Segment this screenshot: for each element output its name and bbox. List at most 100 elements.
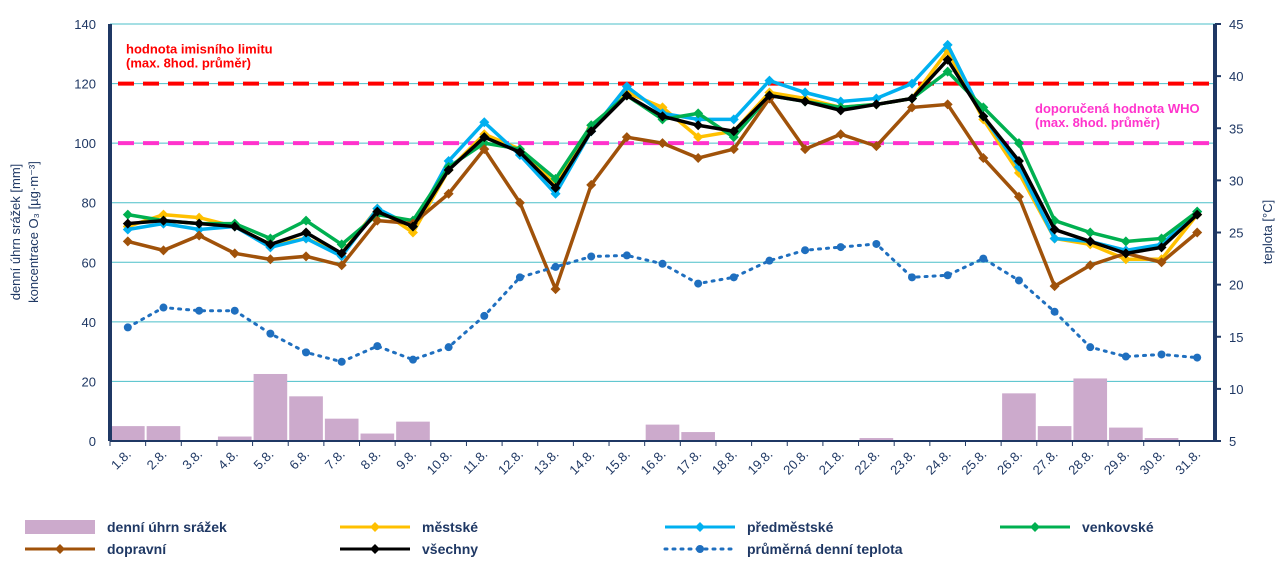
point	[336, 239, 347, 250]
point	[835, 105, 846, 116]
point	[301, 251, 312, 262]
bar	[111, 426, 145, 441]
bar	[1073, 378, 1108, 441]
x-tick-label: 13.8.	[531, 447, 562, 478]
point	[693, 132, 704, 143]
point	[801, 246, 810, 255]
point	[693, 153, 704, 164]
x-tick-label: 8.8.	[358, 447, 384, 473]
legend-label: předměstské	[747, 519, 834, 535]
x-tick-label: 5.8.	[251, 447, 277, 473]
y-tick-label: 60	[82, 255, 96, 270]
x-tick-label: 31.8.	[1172, 447, 1203, 478]
point	[229, 248, 240, 259]
point	[1086, 343, 1095, 352]
legend-marker	[695, 522, 705, 532]
point	[800, 144, 811, 155]
point	[871, 93, 882, 104]
x-tick-label: 16.8.	[638, 447, 669, 478]
point	[194, 230, 205, 241]
legend-marker	[55, 544, 65, 554]
point	[835, 96, 846, 107]
point	[158, 209, 169, 220]
x-tick-label: 4.8.	[215, 447, 241, 473]
point	[765, 256, 774, 265]
bar	[645, 424, 680, 441]
point	[835, 129, 846, 140]
legend-label: venkovské	[1082, 519, 1154, 535]
point	[479, 132, 490, 143]
legend-marker	[370, 544, 380, 554]
point	[122, 224, 133, 235]
point	[871, 99, 882, 110]
point	[1193, 353, 1202, 362]
point	[480, 311, 489, 320]
y2-tick-label: 15	[1229, 330, 1243, 345]
legend-marker	[1030, 522, 1040, 532]
point	[372, 206, 383, 217]
legend-label: všechny	[422, 541, 478, 557]
bar	[859, 438, 894, 441]
legend-label: denní úhrn srážek	[107, 519, 227, 535]
x-tick-label: 25.8.	[958, 447, 989, 478]
point	[729, 273, 738, 282]
bar	[324, 418, 359, 441]
reference-label: hodnota imisního limitu	[126, 42, 273, 57]
y-axis-label: koncentrace O₃ [µg·m⁻³]	[26, 161, 41, 303]
x-tick-label: 26.8.	[994, 447, 1025, 478]
point	[122, 236, 133, 247]
point	[764, 75, 775, 86]
x-tick-label: 1.8.	[108, 447, 134, 473]
x-tick-label: 15.8.	[602, 447, 633, 478]
point	[1049, 281, 1060, 292]
point	[1085, 260, 1096, 271]
point	[728, 144, 739, 155]
point	[800, 96, 811, 107]
legend-swatch	[25, 520, 95, 534]
x-tick-label: 17.8.	[673, 447, 704, 478]
x-tick-label: 27.8.	[1030, 447, 1061, 478]
point	[907, 78, 918, 89]
point	[943, 271, 952, 280]
point	[550, 284, 561, 295]
point	[1156, 242, 1167, 253]
point	[836, 243, 845, 252]
point	[1085, 236, 1096, 247]
x-tick-label: 2.8.	[144, 447, 170, 473]
point	[301, 215, 312, 226]
point	[123, 323, 132, 332]
point	[657, 138, 668, 149]
bar	[289, 396, 323, 441]
point	[1121, 352, 1130, 361]
point	[979, 254, 988, 263]
point	[550, 182, 561, 193]
x-tick-label: 21.8.	[816, 447, 847, 478]
x-tick-label: 14.8.	[566, 447, 597, 478]
point	[514, 197, 525, 208]
point	[1120, 236, 1131, 247]
x-tick-label: 11.8.	[460, 447, 490, 477]
point	[764, 90, 775, 101]
x-tick-label: 18.8.	[709, 447, 740, 478]
point	[1156, 257, 1167, 268]
x-tick-label: 29.8.	[1101, 447, 1132, 478]
point	[1013, 156, 1024, 167]
point	[195, 306, 204, 315]
x-tick-label: 30.8.	[1137, 447, 1168, 478]
bar	[1002, 393, 1036, 441]
point	[373, 342, 382, 351]
point	[408, 355, 417, 364]
reference-sublabel: (max. 8hod. průměr)	[126, 56, 251, 71]
point	[266, 329, 275, 338]
point	[800, 87, 811, 98]
point	[942, 66, 953, 77]
point	[1013, 138, 1024, 149]
point	[229, 221, 240, 232]
legend-marker	[370, 522, 380, 532]
legend-label: městské	[422, 519, 478, 535]
y2-tick-label: 20	[1229, 278, 1243, 293]
point	[1120, 248, 1131, 259]
point	[728, 114, 739, 125]
point	[230, 306, 239, 315]
